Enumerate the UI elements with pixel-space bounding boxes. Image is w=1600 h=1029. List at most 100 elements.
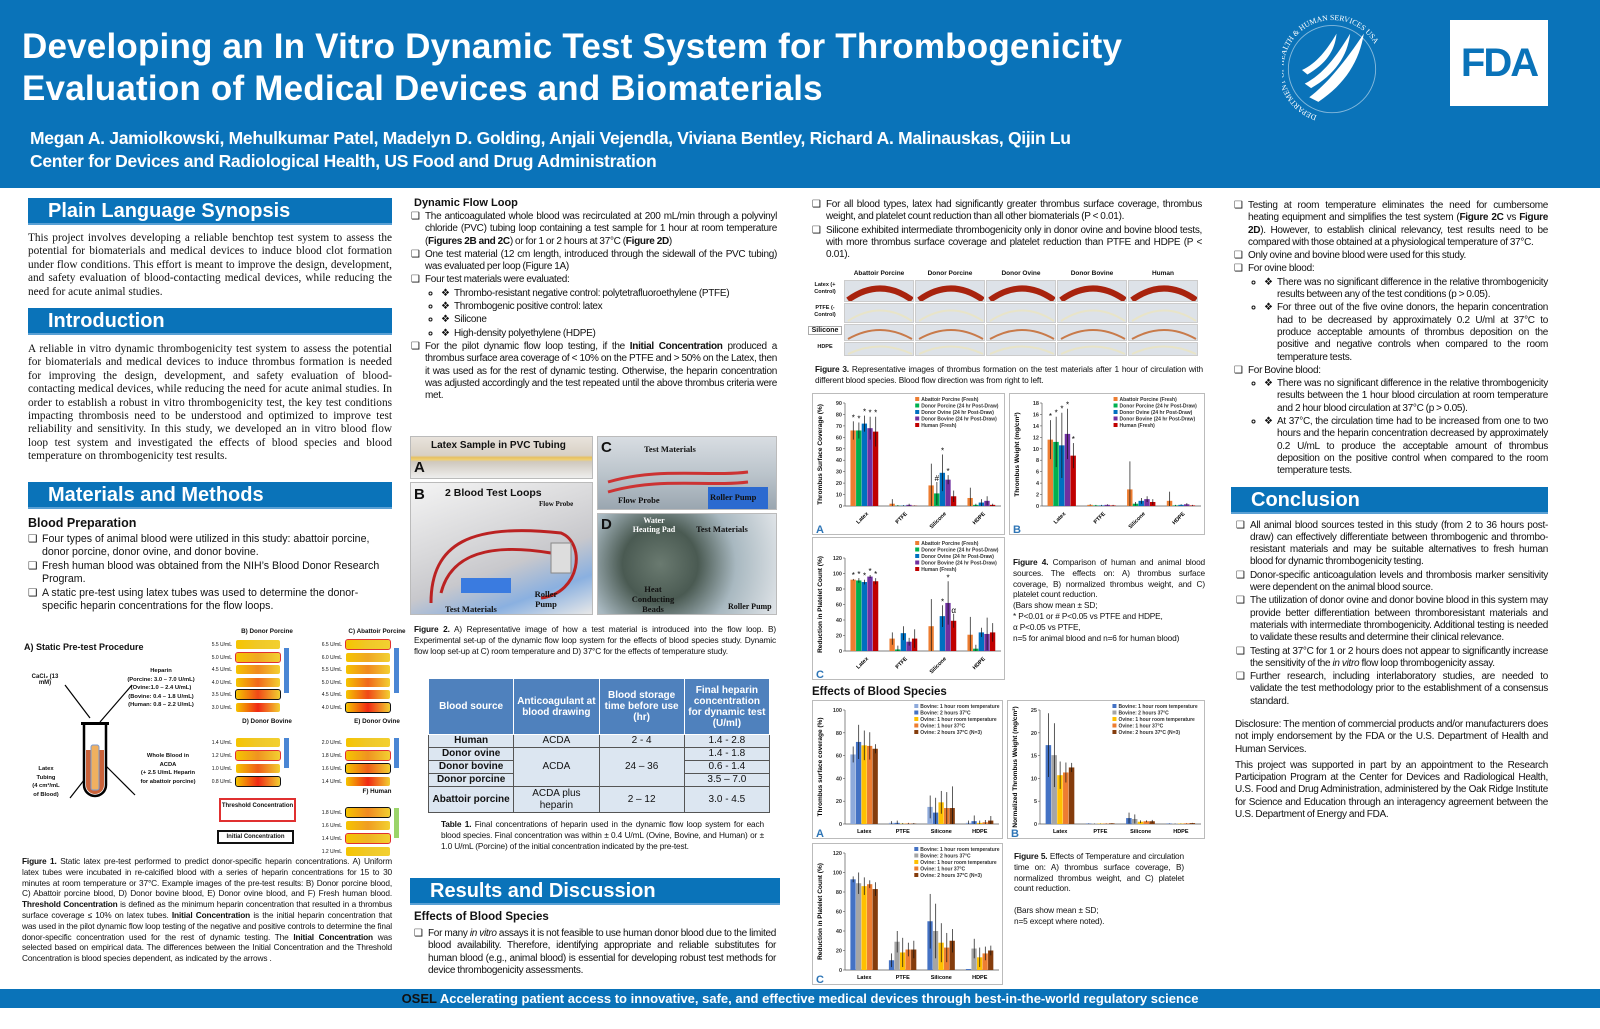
bar xyxy=(867,576,873,651)
label-line: Latex xyxy=(38,766,54,772)
thrombus-photo xyxy=(986,342,1056,356)
poster-header: Developing an In Vitro Dynamic Test Syst… xyxy=(0,0,1600,188)
legend-entry: Ovine: 2 hours 37°C (N=3) xyxy=(1118,730,1180,736)
bar xyxy=(894,941,900,970)
legend-swatch xyxy=(915,560,920,565)
significance-mark: * xyxy=(1049,412,1052,421)
x-tick-label: HDPE xyxy=(972,975,988,981)
bullet-item: Four types of animal blood were utilized… xyxy=(28,533,392,559)
concentration-label: 1.4 U/mL xyxy=(321,836,342,842)
y-tick-label: 60 xyxy=(836,435,842,441)
thrombus-photo xyxy=(1057,342,1127,356)
bar xyxy=(906,641,912,651)
legend-entry: Ovine: 1 hour room temperature xyxy=(920,717,997,723)
test-materials-label: Test Materials xyxy=(696,524,748,534)
column-4: Testing at room temperature eliminates t… xyxy=(1231,200,1548,821)
legend-entry: Bovine: 2 hours 37°C xyxy=(1118,711,1169,717)
panel-title: F) Human xyxy=(362,788,392,795)
thrombus-photo xyxy=(1057,303,1127,323)
legend-entry: Bovine: 1 hour room temperature xyxy=(920,847,999,853)
bullet-text: Donor-specific anticoagulation levels an… xyxy=(1250,569,1548,594)
figure-2b-title: 2 Blood Test Loops xyxy=(445,487,542,499)
bar xyxy=(856,430,862,506)
bar xyxy=(1070,455,1076,506)
y-tick-label: 20 xyxy=(836,799,842,805)
bar xyxy=(861,745,867,824)
bar xyxy=(867,884,873,970)
x-tick-label: Silicone xyxy=(929,656,948,675)
text-run: flow loop thrombogenicity assay. xyxy=(1359,657,1495,669)
text-run: Figure 5. xyxy=(1014,851,1048,861)
y-tick-label: 0 xyxy=(839,968,842,974)
latex-tube-strip xyxy=(236,677,280,687)
y-tick-label: 120 xyxy=(833,556,842,562)
bullet-text: All animal blood sources tested in this … xyxy=(1250,519,1548,568)
dynamic-flow-loop-heading: Dynamic Flow Loop xyxy=(414,197,518,209)
thrombus-photo xyxy=(844,303,914,323)
thrombus-photo xyxy=(844,324,914,341)
legend-swatch xyxy=(914,873,919,877)
significance-mark: * xyxy=(852,413,855,422)
dynamic-flow-loop-section: Dynamic Flow Loop The anticoagulated who… xyxy=(411,197,777,403)
cell-heparin: 1.4 - 1.8 xyxy=(683,747,771,761)
x-tick-label: HDPE xyxy=(1173,829,1189,835)
text-run: Figure 3. xyxy=(815,364,849,374)
cell-heparin: 1.4 - 2.8 xyxy=(683,734,771,748)
concentration-label: 6.0 U/mL xyxy=(321,654,342,661)
sub-bullet-item: There was no significant difference in t… xyxy=(1264,277,1548,302)
arrow-down-icon xyxy=(284,648,289,693)
bullet-text: Four types of animal blood were utilized… xyxy=(42,533,370,558)
bar xyxy=(971,948,977,970)
legend-entry: Human (Fresh) xyxy=(921,423,957,429)
bar xyxy=(872,748,878,824)
column-header: Anticoagulant at blood drawing xyxy=(513,678,600,735)
cell-anticoagulant: ACDA xyxy=(513,747,600,787)
significance-mark: * xyxy=(863,572,866,581)
y-tick-label: 80 xyxy=(836,731,842,737)
concentration-label: 1.6 U/mL xyxy=(321,766,342,772)
x-tick-label: Silicone xyxy=(929,511,948,530)
significance-mark: * xyxy=(857,570,860,579)
fda-logo-text: FDA xyxy=(1460,41,1539,85)
legend-swatch xyxy=(1113,416,1118,421)
bar xyxy=(988,950,994,970)
concentration-label: 1.8 U/mL xyxy=(321,810,342,816)
text-run: Figure 2. xyxy=(414,624,450,634)
pretest-panel: D) Donor Bovine 1.4 U/mL 1.2 U/mL 1.0 U/mL 0… xyxy=(210,718,310,808)
latex-tube-strip xyxy=(346,690,390,699)
concentration-label: 1.4 U/mL xyxy=(211,740,232,746)
figure-3-row-label: HDPE xyxy=(817,344,833,350)
cell-heparin: 3.5 – 7.0 xyxy=(683,773,771,787)
legend-swatch xyxy=(915,541,920,545)
figure-3-column-label: Donor Ovine xyxy=(1001,270,1041,277)
figure-4a-chart: 0 10 20 30 40 50 60 70 80 90 Thrombus Surface Cove… xyxy=(812,393,1005,535)
figure-3: Abattoir Porcine Donor Porcine Donor Ovine… xyxy=(808,270,1204,362)
legend-swatch xyxy=(914,853,919,858)
legend-entry: Donor Ovine (24 hr Post-Draw) xyxy=(1120,410,1193,416)
y-tick-label: 100 xyxy=(833,572,842,578)
figure-3-caption: Figure 3. Representative images of throm… xyxy=(815,364,1203,386)
pretest-panel: C) Abattoir Porcine 6.5 U/mL 6.0 U/mL 5.5 U… xyxy=(320,628,420,718)
column-header: Blood source xyxy=(427,678,515,735)
blood-preparation-heading: Blood Preparation xyxy=(28,516,137,530)
bullet-text: Testing at room temperature eliminates t… xyxy=(1248,200,1548,248)
introduction-text: A reliable in vitro dynamic thrombogenic… xyxy=(28,343,392,463)
support-text: This project was supported in part by an… xyxy=(1235,759,1548,821)
y-tick-label: 5 xyxy=(1034,799,1037,805)
hhs-seal-logo: DEPARTMENT OF HEALTH & HUMAN SERVICES US… xyxy=(1276,10,1382,130)
x-tick-label: Latex xyxy=(857,829,872,835)
y-tick-label: 40 xyxy=(836,618,842,624)
x-tick-label: HDPE xyxy=(972,511,987,526)
cell-heparin: 0.6 - 1.4 xyxy=(683,760,771,774)
text-run: was selected based on empirical data. Th… xyxy=(22,931,392,964)
legend-entry: Donor Ovine (24 hr Post-Draw) xyxy=(921,410,994,416)
x-tick-label: PTFE xyxy=(896,829,910,835)
figure-3-row-label: Silicone xyxy=(808,326,842,335)
y-tick-label: 2 xyxy=(1036,493,1039,499)
bullet-text: Only ovine and bovine blood were used fo… xyxy=(1248,250,1467,262)
panel-letter: C xyxy=(601,439,612,456)
y-tick-label: 90 xyxy=(836,401,842,407)
legend-swatch xyxy=(1112,710,1117,715)
bar xyxy=(867,428,873,506)
y-tick-label: 0 xyxy=(839,649,842,655)
